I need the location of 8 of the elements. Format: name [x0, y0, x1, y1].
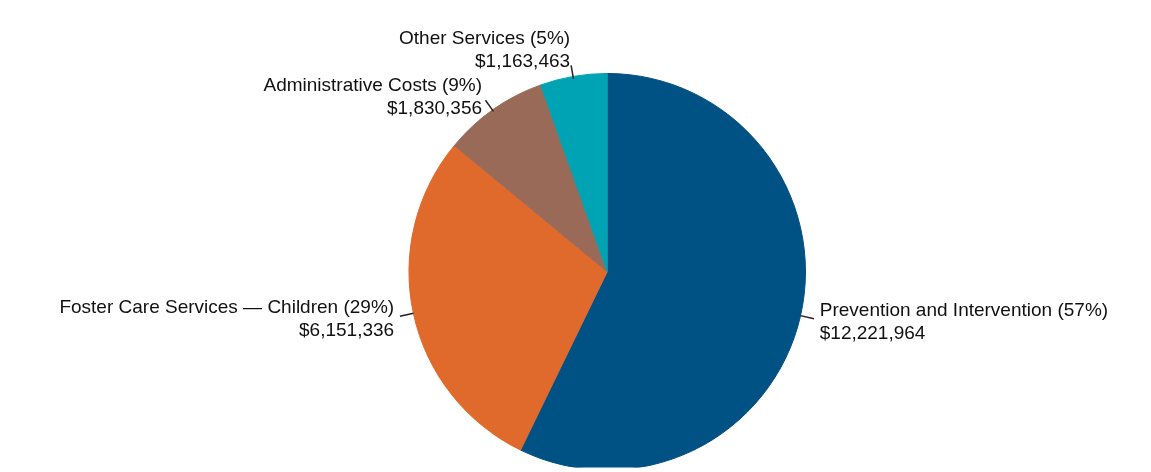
slice-label: Prevention and Intervention (57%): [819, 299, 1109, 321]
slice-label: Other Services (5%): [399, 26, 571, 48]
slice-label: Foster Care Services — Children (29%): [59, 296, 395, 318]
data-label: $12,221,964: [819, 321, 926, 343]
slice-label: Administrative Costs (9%): [263, 74, 483, 96]
data-label: $6,151,336: [299, 319, 395, 341]
data-label: $1,830,356: [386, 97, 483, 119]
data-label: $1,163,463: [475, 49, 571, 71]
